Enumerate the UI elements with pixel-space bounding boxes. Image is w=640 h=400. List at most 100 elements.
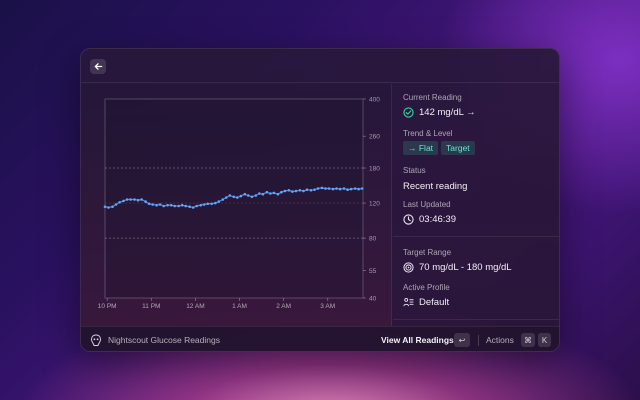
target-range-value: 70 mg/dL - 180 mg/dL: [403, 262, 512, 273]
nightscout-icon: [90, 334, 102, 346]
glucose-reading-point: [166, 203, 169, 207]
plot-area: [104, 98, 364, 299]
x-tick-label: 12 AM: [186, 303, 204, 310]
glucose-reading-point: [210, 202, 213, 206]
glucose-reading-point: [228, 194, 232, 197]
glucose-reading-point: [151, 203, 154, 206]
level-tag: Target: [441, 141, 475, 155]
glucose-reading-point: [125, 198, 129, 201]
action-bar: Nightscout Glucose Readings View All Rea…: [81, 326, 559, 351]
glucose-reading-point: [265, 190, 269, 194]
enter-key-hint: ↩: [454, 333, 470, 347]
glucose-reading-point: [136, 198, 140, 202]
active-profile-text: Default: [419, 297, 450, 308]
profile-icon: [403, 298, 414, 307]
glucose-reading-point: [180, 203, 184, 207]
glucose-chart: 40 55 80 120 180 260 400 10 PM 11 PM 12 AM 1 AM 2 A…: [98, 97, 380, 311]
glucose-reading-point: [184, 204, 187, 208]
glucose-reading-point: [144, 200, 147, 203]
y-tick-label: 180: [369, 166, 380, 173]
glucose-reading-point: [140, 198, 143, 201]
glucose-reading-point: [221, 198, 225, 201]
glucose-reading-point: [103, 205, 107, 208]
active-profile-value: Default: [403, 297, 449, 308]
glucose-reading-point: [353, 187, 357, 190]
glucose-reading-point: [335, 187, 338, 190]
glucose-reading-point: [331, 187, 335, 191]
clock-icon: [403, 214, 414, 225]
glucose-reading-point: [298, 189, 302, 192]
glucose-reading-point: [291, 190, 294, 193]
glucose-reading-point: [283, 189, 287, 193]
glucose-chart-pane: 40 55 80 120 180 260 400 10 PM 11 PM 12 AM 1 AM 2 A…: [81, 84, 392, 326]
glucose-reading-point: [202, 203, 206, 206]
glucose-reading-point: [294, 189, 298, 193]
current-reading-value: 142 mg/dL →: [403, 107, 476, 118]
header: [81, 49, 559, 83]
y-tick-label: 40: [369, 296, 377, 303]
back-button[interactable]: [90, 59, 106, 74]
glucose-reading-point: [236, 196, 239, 199]
glucose-reading-point: [272, 191, 276, 195]
glucose-reading-point: [254, 194, 258, 197]
glucose-reading-point: [287, 189, 291, 192]
glucose-reading-point: [316, 187, 320, 190]
glucose-reading-point: [342, 187, 346, 190]
glucose-reading-point: [320, 186, 324, 190]
glucose-reading-point: [261, 192, 265, 196]
glucose-reading-point: [324, 187, 327, 190]
status-label: Status: [403, 166, 426, 175]
glucose-reading-point: [243, 192, 247, 196]
glucose-reading-point: [107, 206, 110, 209]
last-updated-label: Last Updated: [403, 200, 451, 209]
glucose-reading-point: [346, 188, 349, 191]
glucose-reading-point: [225, 196, 228, 199]
last-updated-text: 03:46:39: [419, 214, 456, 225]
view-all-readings-button[interactable]: View All Readings: [381, 335, 454, 345]
glucose-reading-point: [357, 187, 360, 191]
glucose-reading-point: [129, 198, 132, 201]
y-tick-label: 55: [369, 268, 377, 275]
x-tick-label: 11 PM: [142, 303, 160, 310]
trend-tag: → Flat: [403, 141, 439, 155]
glucose-reading-point: [199, 203, 202, 207]
glucose-reading-point: [155, 203, 158, 207]
actions-button[interactable]: Actions: [486, 335, 514, 345]
x-tick-label: 2 AM: [276, 303, 291, 310]
detail-divider-bottom: [393, 319, 559, 320]
glucose-reading-point: [169, 203, 173, 207]
extension-window: 40 55 80 120 180 260 400 10 PM 11 PM 12 AM 1 AM 2 A…: [80, 48, 560, 352]
glucose-reading-point: [133, 198, 136, 201]
arrow-left-icon: [94, 63, 102, 70]
y-tick-label: 120: [369, 201, 380, 208]
glucose-reading-point: [158, 203, 162, 206]
status-value: Recent reading: [403, 181, 468, 192]
glucose-reading-point: [111, 205, 114, 208]
glucose-reading-point: [309, 189, 313, 192]
glucose-reading-point: [302, 189, 305, 193]
x-tick-label: 10 PM: [98, 303, 117, 310]
detail-divider: [393, 236, 559, 237]
last-updated-value: 03:46:39: [403, 214, 456, 225]
glucose-reading-point: [349, 187, 353, 191]
glucose-reading-point: [239, 194, 243, 198]
glucose-reading-point: [313, 188, 316, 191]
glucose-reading-point: [177, 204, 180, 208]
glucose-reading-point: [114, 203, 118, 206]
glucose-reading-point: [122, 199, 125, 203]
glucose-reading-point: [214, 201, 217, 205]
y-tick-label: 80: [369, 236, 377, 243]
target-range-text: 70 mg/dL - 180 mg/dL: [419, 262, 512, 273]
glucose-reading-point: [338, 187, 342, 191]
detail-pane: Current Reading 142 mg/dL → Trend & Leve…: [393, 84, 559, 326]
glucose-reading-point: [188, 205, 191, 208]
active-profile-label: Active Profile: [403, 283, 450, 292]
trend-tags: → Flat Target: [403, 141, 478, 155]
y-tick-label: 400: [369, 97, 380, 104]
glucose-reading-point: [258, 192, 261, 195]
glucose-reading-point: [269, 192, 272, 195]
glucose-reading-point: [360, 187, 364, 190]
glucose-reading-point: [118, 201, 121, 204]
y-tick-label: 260: [369, 134, 380, 141]
k-key-hint: K: [538, 333, 551, 347]
